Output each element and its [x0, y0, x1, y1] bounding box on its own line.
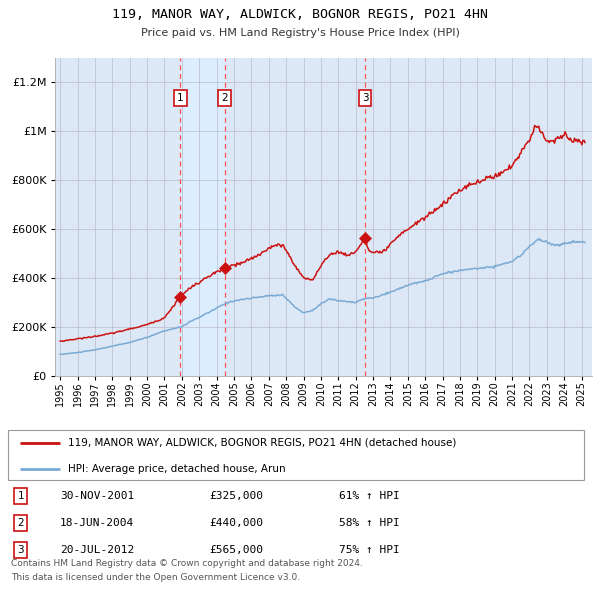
Text: 30-NOV-2001: 30-NOV-2001	[60, 491, 134, 501]
Text: 20-JUL-2012: 20-JUL-2012	[60, 545, 134, 555]
Text: £565,000: £565,000	[209, 545, 263, 555]
Text: 119, MANOR WAY, ALDWICK, BOGNOR REGIS, PO21 4HN (detached house): 119, MANOR WAY, ALDWICK, BOGNOR REGIS, P…	[68, 438, 457, 447]
Text: This data is licensed under the Open Government Licence v3.0.: This data is licensed under the Open Gov…	[11, 573, 300, 582]
Text: 3: 3	[17, 545, 24, 555]
Text: 75% ↑ HPI: 75% ↑ HPI	[339, 545, 400, 555]
Text: 61% ↑ HPI: 61% ↑ HPI	[339, 491, 400, 501]
Text: 1: 1	[177, 93, 184, 103]
Text: HPI: Average price, detached house, Arun: HPI: Average price, detached house, Arun	[68, 464, 286, 474]
Text: Price paid vs. HM Land Registry's House Price Index (HPI): Price paid vs. HM Land Registry's House …	[140, 28, 460, 38]
Text: 119, MANOR WAY, ALDWICK, BOGNOR REGIS, PO21 4HN: 119, MANOR WAY, ALDWICK, BOGNOR REGIS, P…	[112, 8, 488, 21]
Text: 1: 1	[17, 491, 24, 501]
Text: £325,000: £325,000	[209, 491, 263, 501]
Text: 2: 2	[17, 518, 24, 528]
Text: 2: 2	[221, 93, 228, 103]
Text: 58% ↑ HPI: 58% ↑ HPI	[339, 518, 400, 528]
Text: 18-JUN-2004: 18-JUN-2004	[60, 518, 134, 528]
Text: 3: 3	[362, 93, 368, 103]
Text: £440,000: £440,000	[209, 518, 263, 528]
Text: Contains HM Land Registry data © Crown copyright and database right 2024.: Contains HM Land Registry data © Crown c…	[11, 559, 362, 568]
Bar	[181, 58, 224, 376]
